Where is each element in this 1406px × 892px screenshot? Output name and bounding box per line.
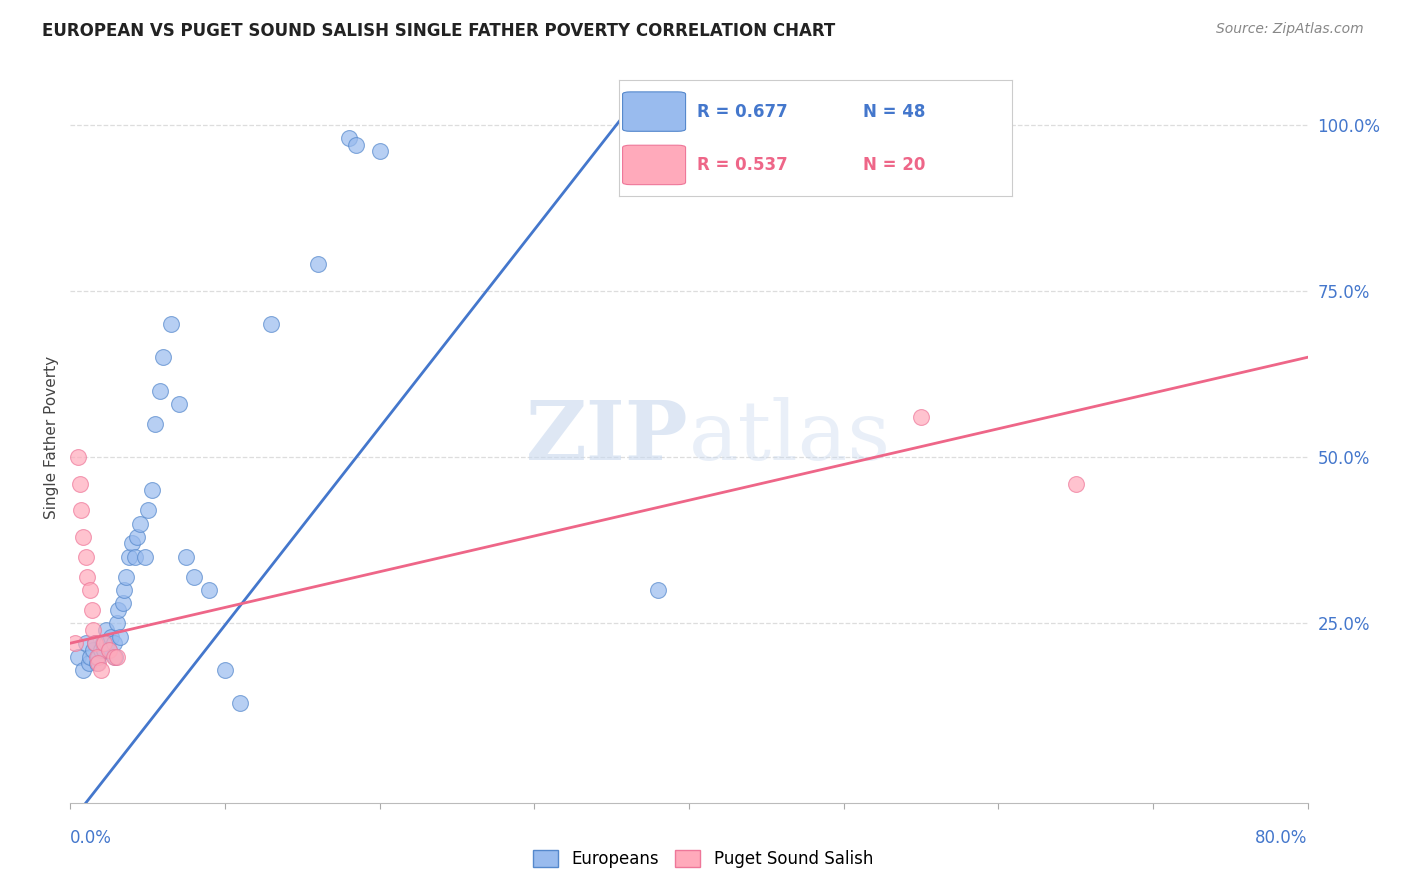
- Point: [77, 656, 100, 670]
- Point: [105, 616, 128, 631]
- Point: [229, 696, 252, 710]
- Text: ZIP: ZIP: [526, 397, 689, 477]
- Point: [1064, 476, 1087, 491]
- Point: [111, 596, 134, 610]
- Text: Source: ZipAtlas.com: Source: ZipAtlas.com: [1216, 22, 1364, 37]
- Point: [84, 636, 107, 650]
- Point: [167, 397, 190, 411]
- Point: [67, 649, 90, 664]
- Point: [72, 663, 94, 677]
- Point: [67, 450, 90, 464]
- Point: [108, 630, 131, 644]
- Point: [90, 643, 112, 657]
- Point: [90, 663, 112, 677]
- Point: [152, 351, 174, 365]
- Point: [124, 549, 146, 564]
- Point: [105, 649, 128, 664]
- Point: [86, 656, 108, 670]
- Text: 0.0%: 0.0%: [70, 830, 112, 847]
- Point: [647, 582, 669, 597]
- Point: [103, 649, 125, 664]
- Legend: Europeans, Puget Sound Salish: Europeans, Puget Sound Salish: [526, 843, 880, 875]
- Point: [346, 137, 368, 152]
- Point: [80, 603, 103, 617]
- Point: [94, 623, 117, 637]
- Point: [63, 636, 86, 650]
- Text: EUROPEAN VS PUGET SOUND SALISH SINGLE FATHER POVERTY CORRELATION CHART: EUROPEAN VS PUGET SOUND SALISH SINGLE FA…: [42, 22, 835, 40]
- Point: [183, 570, 205, 584]
- Point: [104, 649, 127, 664]
- Point: [82, 643, 105, 657]
- Point: [134, 549, 156, 564]
- Point: [160, 317, 183, 331]
- Point: [103, 636, 125, 650]
- Point: [70, 503, 93, 517]
- Point: [149, 384, 172, 398]
- Point: [82, 623, 105, 637]
- Point: [910, 410, 932, 425]
- Point: [141, 483, 163, 498]
- Point: [368, 144, 391, 158]
- Point: [79, 649, 101, 664]
- Point: [174, 549, 197, 564]
- Point: [93, 643, 115, 657]
- Point: [86, 649, 108, 664]
- Point: [100, 630, 122, 644]
- Y-axis label: Single Father Poverty: Single Father Poverty: [44, 356, 59, 518]
- Point: [125, 530, 148, 544]
- FancyBboxPatch shape: [623, 92, 686, 131]
- Text: N = 48: N = 48: [863, 103, 925, 120]
- Point: [91, 636, 114, 650]
- Point: [115, 570, 138, 584]
- Point: [72, 530, 94, 544]
- Point: [87, 656, 110, 670]
- Point: [96, 636, 118, 650]
- Point: [129, 516, 152, 531]
- Point: [118, 549, 141, 564]
- Point: [307, 257, 329, 271]
- Point: [114, 582, 135, 597]
- Text: R = 0.677: R = 0.677: [697, 103, 789, 120]
- Point: [87, 649, 110, 664]
- Point: [75, 636, 97, 650]
- Point: [198, 582, 221, 597]
- Point: [98, 643, 120, 657]
- Point: [145, 417, 166, 431]
- Point: [84, 636, 107, 650]
- Point: [136, 503, 159, 517]
- Point: [121, 536, 143, 550]
- Point: [260, 317, 283, 331]
- Point: [75, 549, 97, 564]
- FancyBboxPatch shape: [623, 145, 686, 185]
- Text: atlas: atlas: [689, 397, 891, 477]
- Point: [214, 663, 236, 677]
- Text: R = 0.537: R = 0.537: [697, 156, 789, 174]
- Text: 80.0%: 80.0%: [1256, 830, 1308, 847]
- Point: [79, 582, 101, 597]
- Text: N = 20: N = 20: [863, 156, 925, 174]
- Point: [98, 643, 120, 657]
- Point: [76, 570, 98, 584]
- Point: [69, 476, 91, 491]
- Point: [337, 131, 360, 145]
- Point: [107, 603, 129, 617]
- Point: [93, 636, 115, 650]
